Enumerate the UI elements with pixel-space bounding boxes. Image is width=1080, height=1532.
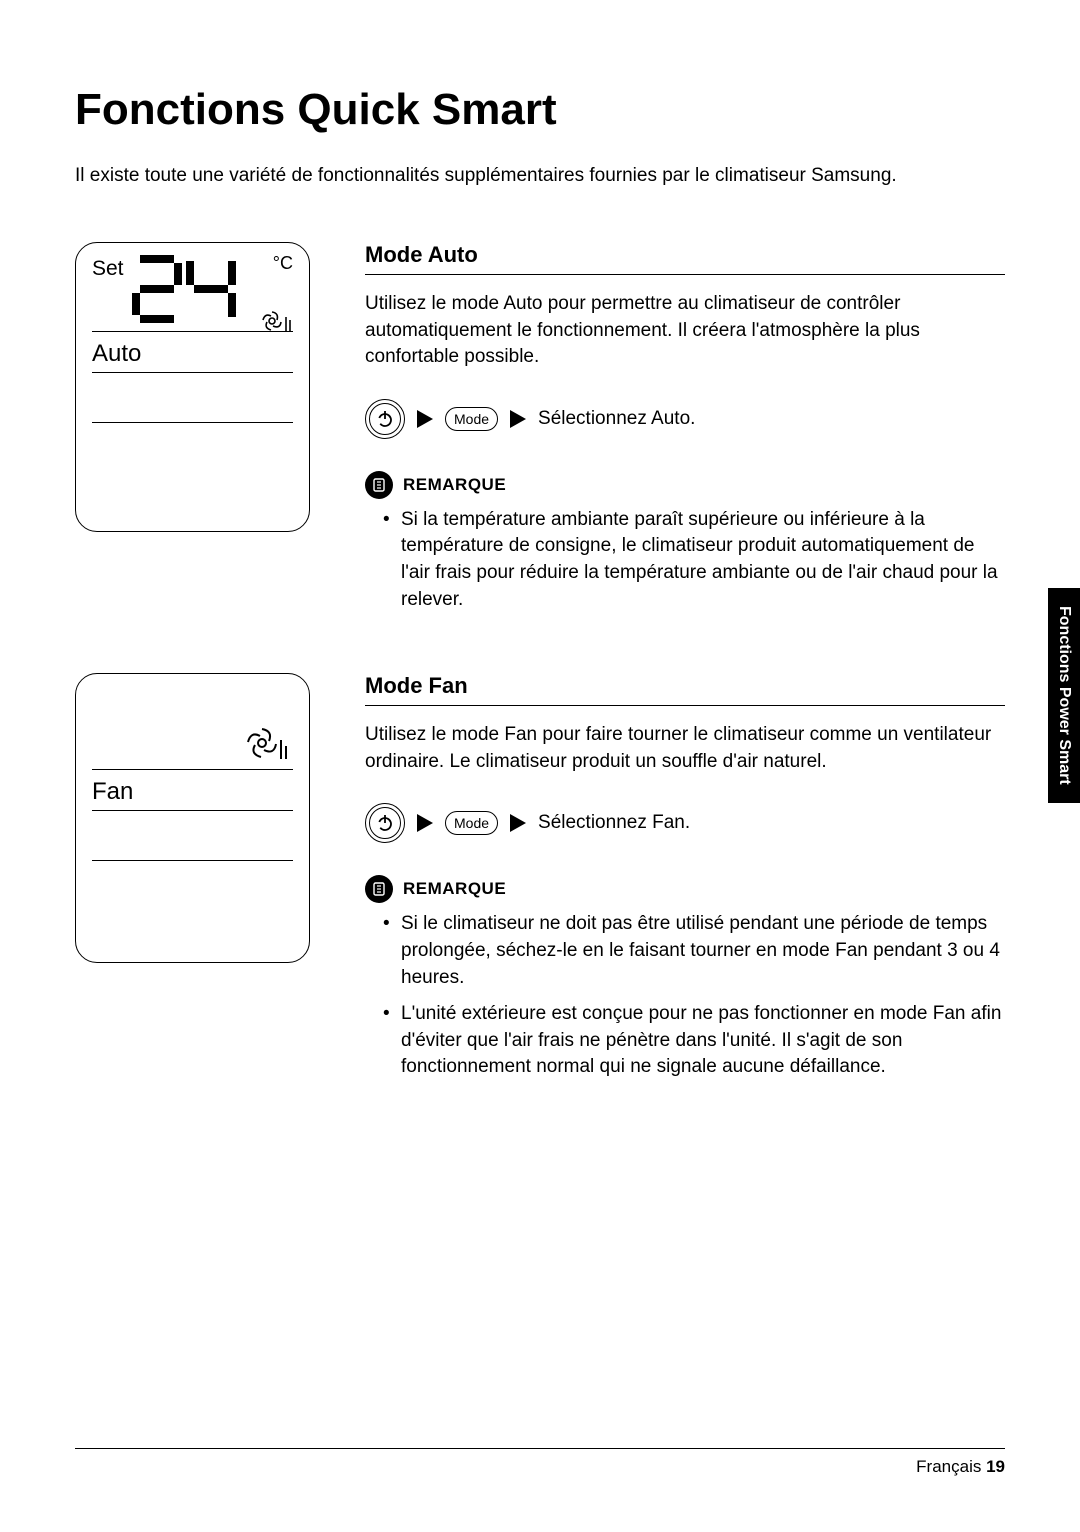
seven-segment-temp <box>130 253 240 329</box>
desc-mode-auto: Utilisez le mode Auto pour permettre au … <box>365 291 1005 371</box>
display-panel-auto: Set <box>75 242 310 532</box>
footer-language: Français <box>916 1457 981 1476</box>
note-item: L'unité extérieure est conçue pour ne pa… <box>383 1001 1005 1081</box>
instruction-tail: Sélectionnez Fan. <box>538 812 690 834</box>
row-mode-fan: Fan Mode Fan Utilisez le mode Fan pour f… <box>75 673 1005 1091</box>
note-item: Si la température ambiante paraît supéri… <box>383 507 1005 613</box>
heading-mode-fan: Mode Fan <box>365 673 1005 706</box>
desc-mode-fan: Utilisez le mode Fan pour faire tourner … <box>365 722 1005 775</box>
power-icon <box>365 399 405 439</box>
row-mode-auto: Set <box>75 242 1005 623</box>
remark-header-fan: REMARQUE <box>365 875 1005 903</box>
note-list-auto: Si la température ambiante paraît supéri… <box>365 507 1005 613</box>
arrow-right-icon <box>417 814 433 832</box>
arrow-right-icon <box>510 814 526 832</box>
panel-mode-label: Auto <box>92 340 293 373</box>
note-list-fan: Si le climatiseur ne doit pas être utili… <box>365 911 1005 1081</box>
panel-fan-icon-row <box>92 730 293 770</box>
instruction-row-fan: Mode Sélectionnez Fan. <box>365 803 1005 843</box>
instruction-row-auto: Mode Sélectionnez Auto. <box>365 399 1005 439</box>
footer-page-number: 19 <box>986 1457 1005 1476</box>
mode-button: Mode <box>445 407 498 431</box>
temp-unit: °C <box>273 253 293 274</box>
arrow-right-icon <box>510 410 526 428</box>
panel-blank-row <box>92 405 293 423</box>
set-label: Set <box>92 257 124 281</box>
heading-mode-auto: Mode Auto <box>365 242 1005 275</box>
page-title: Fonctions Quick Smart <box>75 85 1005 135</box>
remark-label: REMARQUE <box>403 879 506 899</box>
page-intro: Il existe toute une variété de fonctionn… <box>75 165 1005 187</box>
note-icon <box>365 875 393 903</box>
power-icon <box>365 803 405 843</box>
fan-icon <box>245 726 289 769</box>
mode-button: Mode <box>445 811 498 835</box>
note-item: Si le climatiseur ne doit pas être utili… <box>383 911 1005 991</box>
display-panel-fan: Fan <box>75 673 310 963</box>
side-tab: Fonctions Power Smart <box>1048 588 1080 803</box>
remark-header-auto: REMARQUE <box>365 471 1005 499</box>
arrow-right-icon <box>417 410 433 428</box>
instruction-tail: Sélectionnez Auto. <box>538 408 695 430</box>
panel-mode-label: Fan <box>92 778 293 811</box>
fan-icon <box>259 308 293 332</box>
panel-blank-row <box>92 843 293 861</box>
note-icon <box>365 471 393 499</box>
remark-label: REMARQUE <box>403 475 506 495</box>
page-footer: Français 19 <box>75 1448 1005 1477</box>
